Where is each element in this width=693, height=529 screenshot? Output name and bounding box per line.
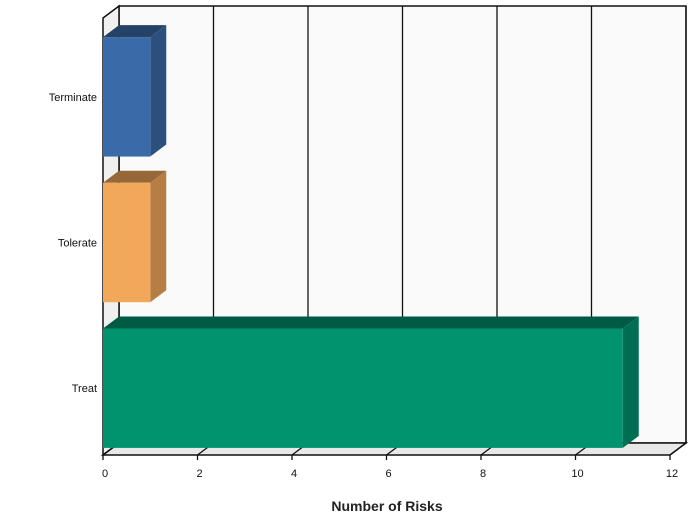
- x-tick-label: 8: [480, 468, 486, 480]
- x-tick-label: 2: [196, 468, 202, 480]
- bar-terminate: [103, 25, 167, 157]
- bar-top-face: [103, 170, 167, 183]
- category-labels: Terminate Tolerate Treat: [49, 92, 97, 395]
- bar-front-face: [103, 182, 151, 303]
- x-axis-title: Number of Risks: [331, 498, 442, 514]
- x-tick-label: 12: [666, 468, 678, 480]
- x-tick-label: 10: [571, 468, 583, 480]
- category-label: Terminate: [49, 92, 97, 104]
- bar-side-face: [150, 25, 167, 157]
- bar-front-face: [103, 328, 623, 448]
- bar-side-face: [622, 316, 639, 448]
- bar-front-face: [103, 37, 151, 157]
- category-label: Treat: [72, 383, 97, 395]
- bar-tolerate: [103, 170, 167, 303]
- bar-top-face: [103, 316, 639, 329]
- x-tick-label: 4: [291, 468, 297, 480]
- x-tick-labels: 0 2 4 6 8 10 12: [102, 468, 678, 480]
- bar-treat: [103, 316, 639, 448]
- x-tick-label: 6: [385, 468, 391, 480]
- bars: [103, 25, 639, 448]
- floor-gridline: [669, 442, 687, 456]
- x-tick-label: 0: [102, 468, 108, 480]
- category-label: Tolerate: [58, 238, 97, 250]
- bar-side-face: [150, 170, 167, 303]
- bar-top-face: [103, 25, 167, 38]
